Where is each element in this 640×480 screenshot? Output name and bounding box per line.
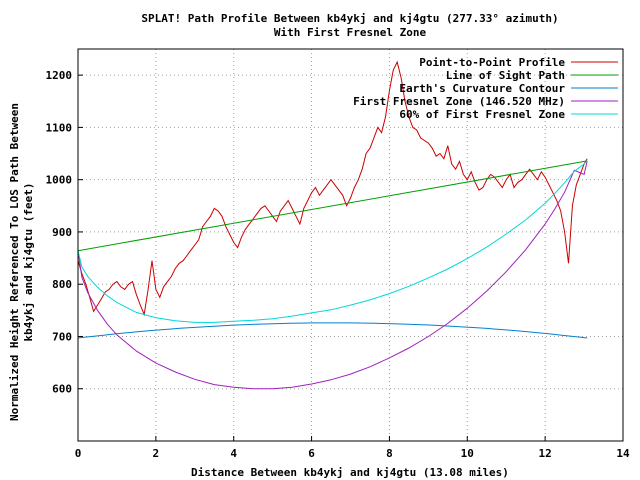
legend-label-first-fresnel-zone-146-520-mhz: First Fresnel Zone (146.520 MHz) — [353, 95, 565, 108]
axis-ticks: 0 2 4 6 8 10 12 14 600 700 800 900 1000 1100 1200 — [46, 69, 630, 460]
legend-label-earth-s-curvature-contour: Earth's Curvature Contour — [399, 82, 565, 95]
chart-subtitle: With First Fresnel Zone — [274, 26, 427, 39]
legend-label-point-to-point-profile: Point-to-Point Profile — [419, 56, 565, 69]
x-tick-label: 14 — [616, 447, 630, 460]
y-tick-label: 1200 — [46, 69, 73, 82]
y-tick-label: 1000 — [46, 174, 73, 187]
y-axis-label-line2: kb4ykj and kj4gtu (feet) — [22, 183, 35, 342]
x-tick-label: 4 — [230, 447, 237, 460]
x-axis-label: Distance Between kb4ykj and kj4gtu (13.0… — [191, 466, 509, 479]
chart-title: SPLAT! Path Profile Between kb4ykj and k… — [141, 12, 558, 25]
series-lines — [77, 60, 588, 390]
plot-frame — [77, 48, 624, 442]
x-tick-label: 0 — [75, 447, 82, 460]
y-tick-label: 1100 — [46, 121, 73, 134]
y-tick-label: 900 — [52, 226, 72, 239]
series-line-earth-s-curvature-contour — [77, 322, 588, 339]
x-tick-label: 12 — [539, 447, 552, 460]
series-line-point-to-point-profile — [77, 60, 588, 317]
x-tick-label: 8 — [386, 447, 393, 460]
series-line-60-of-first-fresnel-zone — [77, 160, 588, 323]
legend-label-60-of-first-fresnel-zone: 60% of First Fresnel Zone — [399, 108, 565, 121]
y-tick-label: 600 — [52, 383, 72, 396]
y-axis-label-line1: Normalized Height Referenced To LOS Path… — [8, 103, 21, 421]
series-line-first-fresnel-zone-146-520-mhz — [77, 160, 588, 390]
y-tick-label: 700 — [52, 330, 72, 343]
x-tick-label: 2 — [153, 447, 160, 460]
legend-label-line-of-sight-path: Line of Sight Path — [446, 69, 565, 82]
series-line-line-of-sight-path — [77, 160, 588, 252]
x-tick-label: 6 — [308, 447, 315, 460]
y-tick-label: 800 — [52, 278, 72, 291]
x-tick-label: 10 — [461, 447, 474, 460]
